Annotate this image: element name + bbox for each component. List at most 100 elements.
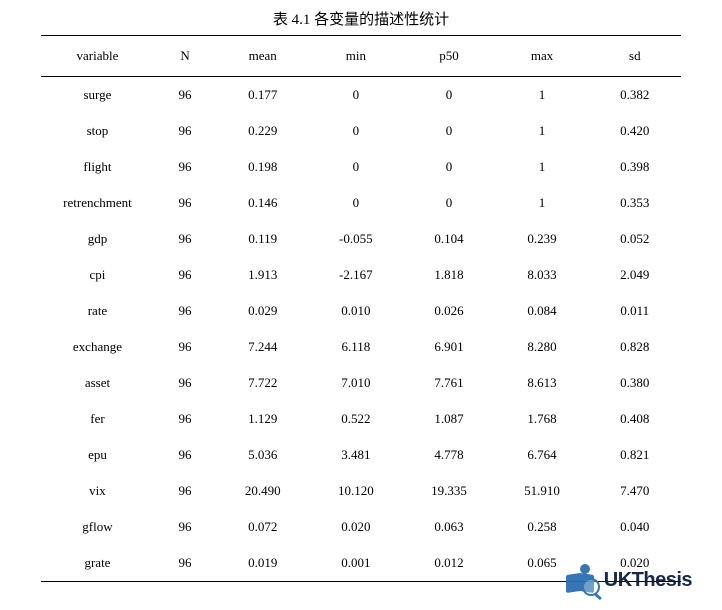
- ukthesis-logo-icon: [564, 566, 598, 594]
- cell: 0.040: [589, 509, 681, 545]
- cell: 0.072: [216, 509, 309, 545]
- header-row: variable N mean min p50 max sd: [41, 36, 681, 77]
- cell: 96: [154, 509, 216, 545]
- cell: 0.063: [402, 509, 495, 545]
- col-min: min: [309, 36, 402, 77]
- cell: cpi: [41, 257, 154, 293]
- table-row: gdp960.119-0.0550.1040.2390.052: [41, 221, 681, 257]
- col-max: max: [496, 36, 589, 77]
- cell: 96: [154, 293, 216, 329]
- cell: 96: [154, 149, 216, 185]
- cell: fer: [41, 401, 154, 437]
- cell: 1.768: [496, 401, 589, 437]
- table-row: fer961.1290.5221.0871.7680.408: [41, 401, 681, 437]
- cell: 0.119: [216, 221, 309, 257]
- cell: 7.470: [589, 473, 681, 509]
- col-sd: sd: [589, 36, 681, 77]
- cell: 1: [496, 149, 589, 185]
- cell: 7.010: [309, 365, 402, 401]
- col-n: N: [154, 36, 216, 77]
- cell: 0: [309, 185, 402, 221]
- cell: 1.818: [402, 257, 495, 293]
- cell: 0.522: [309, 401, 402, 437]
- cell: 3.481: [309, 437, 402, 473]
- cell: 0.029: [216, 293, 309, 329]
- cell: 2.049: [589, 257, 681, 293]
- table-row: exchange967.2446.1186.9018.2800.828: [41, 329, 681, 365]
- cell: 0.398: [589, 149, 681, 185]
- cell: 0.229: [216, 113, 309, 149]
- cell: 0.382: [589, 77, 681, 114]
- col-p50: p50: [402, 36, 495, 77]
- cell: -0.055: [309, 221, 402, 257]
- cell: 96: [154, 437, 216, 473]
- cell: 1.913: [216, 257, 309, 293]
- cell: grate: [41, 545, 154, 582]
- cell: 0: [309, 149, 402, 185]
- watermark-text: UKThesis: [604, 569, 692, 592]
- cell: 0.177: [216, 77, 309, 114]
- cell: 0.001: [309, 545, 402, 582]
- cell: 6.901: [402, 329, 495, 365]
- cell: 0: [402, 185, 495, 221]
- cell: stop: [41, 113, 154, 149]
- cell: 7.244: [216, 329, 309, 365]
- cell: 0.198: [216, 149, 309, 185]
- cell: asset: [41, 365, 154, 401]
- cell: 8.033: [496, 257, 589, 293]
- cell: flight: [41, 149, 154, 185]
- cell: 0.052: [589, 221, 681, 257]
- cell: 0: [402, 149, 495, 185]
- cell: 0: [402, 77, 495, 114]
- cell: 0.353: [589, 185, 681, 221]
- table-row: epu965.0363.4814.7786.7640.821: [41, 437, 681, 473]
- cell: 0.010: [309, 293, 402, 329]
- cell: 96: [154, 185, 216, 221]
- cell: 6.118: [309, 329, 402, 365]
- cell: surge: [41, 77, 154, 114]
- cell: 8.613: [496, 365, 589, 401]
- table-row: rate960.0290.0100.0260.0840.011: [41, 293, 681, 329]
- cell: 96: [154, 401, 216, 437]
- cell: 0.828: [589, 329, 681, 365]
- watermark: UKThesis: [564, 566, 692, 594]
- cell: -2.167: [309, 257, 402, 293]
- cell: 4.778: [402, 437, 495, 473]
- table-row: surge960.1770010.382: [41, 77, 681, 114]
- cell: 1: [496, 113, 589, 149]
- cell: 0.821: [589, 437, 681, 473]
- cell: 0.408: [589, 401, 681, 437]
- table-row: vix9620.49010.12019.33551.9107.470: [41, 473, 681, 509]
- table-row: asset967.7227.0107.7618.6130.380: [41, 365, 681, 401]
- cell: 96: [154, 365, 216, 401]
- cell: 7.722: [216, 365, 309, 401]
- table-row: stop960.2290010.420: [41, 113, 681, 149]
- cell: 0.420: [589, 113, 681, 149]
- cell: 0.020: [309, 509, 402, 545]
- cell: 0: [402, 113, 495, 149]
- cell: 96: [154, 545, 216, 582]
- cell: 19.335: [402, 473, 495, 509]
- cell: 96: [154, 77, 216, 114]
- cell: 96: [154, 113, 216, 149]
- stats-table: variable N mean min p50 max sd surge960.…: [41, 35, 681, 582]
- cell: 96: [154, 221, 216, 257]
- cell: 96: [154, 329, 216, 365]
- cell: 1.129: [216, 401, 309, 437]
- cell: 20.490: [216, 473, 309, 509]
- cell: 0.258: [496, 509, 589, 545]
- cell: 0.146: [216, 185, 309, 221]
- cell: gflow: [41, 509, 154, 545]
- cell: 0.012: [402, 545, 495, 582]
- cell: 6.764: [496, 437, 589, 473]
- cell: 0.084: [496, 293, 589, 329]
- table-row: retrenchment960.1460010.353: [41, 185, 681, 221]
- cell: 96: [154, 473, 216, 509]
- cell: 1.087: [402, 401, 495, 437]
- cell: 8.280: [496, 329, 589, 365]
- cell: 7.761: [402, 365, 495, 401]
- cell: 51.910: [496, 473, 589, 509]
- cell: 0: [309, 77, 402, 114]
- cell: exchange: [41, 329, 154, 365]
- cell: retrenchment: [41, 185, 154, 221]
